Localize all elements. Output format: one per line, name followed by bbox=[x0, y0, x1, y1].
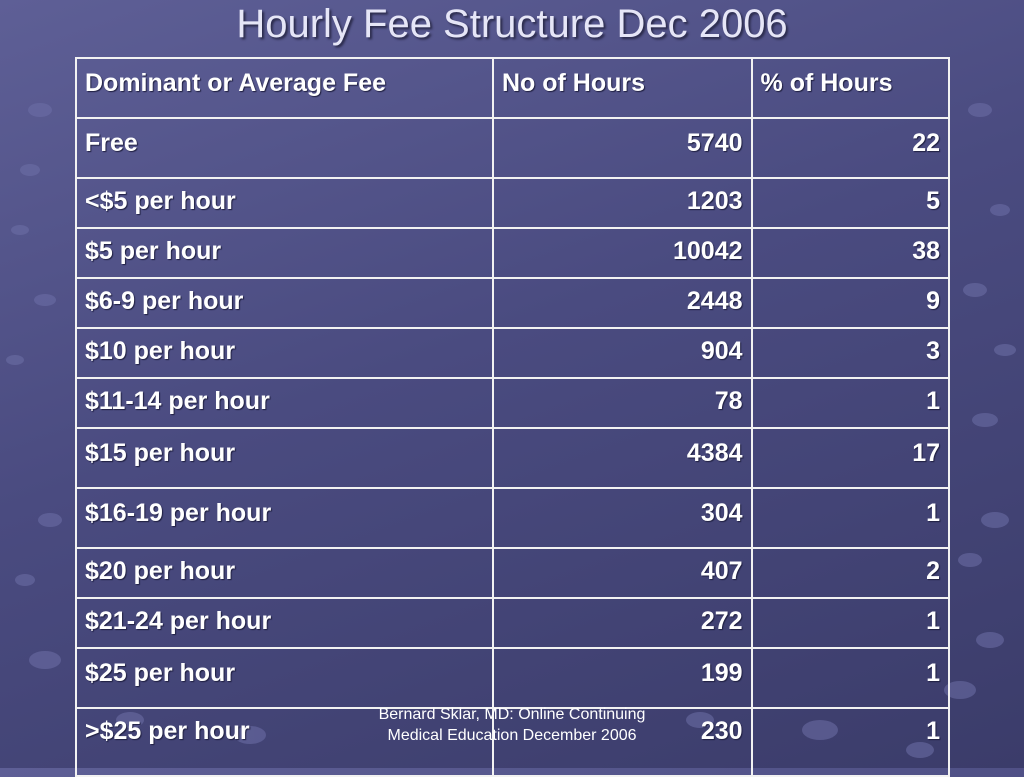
slide-footer: Bernard Sklar, MD: Online Continuing Med… bbox=[312, 704, 712, 746]
percent-cell: 1 bbox=[750, 707, 951, 777]
table-header-row: Dominant or Average Fee No of Hours % of… bbox=[75, 57, 951, 119]
fee-cell: $10 per hour bbox=[75, 327, 494, 379]
fee-cell: $16-19 per hour bbox=[75, 487, 494, 549]
fee-cell: $15 per hour bbox=[75, 427, 494, 489]
percent-cell: 1 bbox=[750, 377, 951, 429]
hours-cell: 407 bbox=[491, 547, 753, 599]
hours-cell: 199 bbox=[491, 647, 753, 709]
percent-cell: 38 bbox=[750, 227, 951, 279]
table-row: $15 per hour 4384 17 bbox=[75, 427, 951, 489]
fee-cell: <$5 per hour bbox=[75, 177, 494, 229]
table-row: $20 per hour 407 2 bbox=[75, 547, 951, 599]
fee-cell: $25 per hour bbox=[75, 647, 494, 709]
percent-cell: 3 bbox=[750, 327, 951, 379]
hours-cell: 1203 bbox=[491, 177, 753, 229]
header-no-of-hours: No of Hours bbox=[491, 57, 753, 119]
percent-cell: 1 bbox=[750, 597, 951, 649]
percent-cell: 5 bbox=[750, 177, 951, 229]
percent-cell: 2 bbox=[750, 547, 951, 599]
percent-cell: 1 bbox=[750, 647, 951, 709]
fee-cell: $20 per hour bbox=[75, 547, 494, 599]
fee-cell: Free bbox=[75, 117, 494, 179]
table-row: $5 per hour 10042 38 bbox=[75, 227, 951, 279]
hours-cell: 904 bbox=[491, 327, 753, 379]
table-row: $21-24 per hour 272 1 bbox=[75, 597, 951, 649]
footer-line-1: Bernard Sklar, MD: Online Continuing bbox=[378, 706, 646, 723]
table-row: $6-9 per hour 2448 9 bbox=[75, 277, 951, 329]
fee-cell: $21-24 per hour bbox=[75, 597, 494, 649]
footer-line-2: Medical Education December 2006 bbox=[387, 727, 637, 744]
table-row: $16-19 per hour 304 1 bbox=[75, 487, 951, 549]
table-row: <$5 per hour 1203 5 bbox=[75, 177, 951, 229]
header-percent-of-hours: % of Hours bbox=[750, 57, 951, 119]
percent-cell: 1 bbox=[750, 487, 951, 549]
hours-cell: 304 bbox=[491, 487, 753, 549]
hours-cell: 5740 bbox=[491, 117, 753, 179]
table-row: Free 5740 22 bbox=[75, 117, 951, 179]
hours-cell: 10042 bbox=[491, 227, 753, 279]
fee-cell: $6-9 per hour bbox=[75, 277, 494, 329]
fee-table: Dominant or Average Fee No of Hours % of… bbox=[75, 57, 951, 777]
slide-title: Hourly Fee Structure Dec 2006 bbox=[236, 2, 788, 46]
table-row: $25 per hour 199 1 bbox=[75, 647, 951, 709]
percent-cell: 17 bbox=[750, 427, 951, 489]
hours-cell: 272 bbox=[491, 597, 753, 649]
hours-cell: 4384 bbox=[491, 427, 753, 489]
percent-cell: 22 bbox=[750, 117, 951, 179]
fee-cell: >$25 per hour bbox=[75, 707, 494, 777]
fee-cell: $11-14 per hour bbox=[75, 377, 494, 429]
hours-cell: 78 bbox=[491, 377, 753, 429]
fee-cell: $5 per hour bbox=[75, 227, 494, 279]
table-row: $10 per hour 904 3 bbox=[75, 327, 951, 379]
percent-cell: 9 bbox=[750, 277, 951, 329]
header-dominant-fee: Dominant or Average Fee bbox=[75, 57, 494, 119]
hours-cell: 2448 bbox=[491, 277, 753, 329]
table-row: $11-14 per hour 78 1 bbox=[75, 377, 951, 429]
